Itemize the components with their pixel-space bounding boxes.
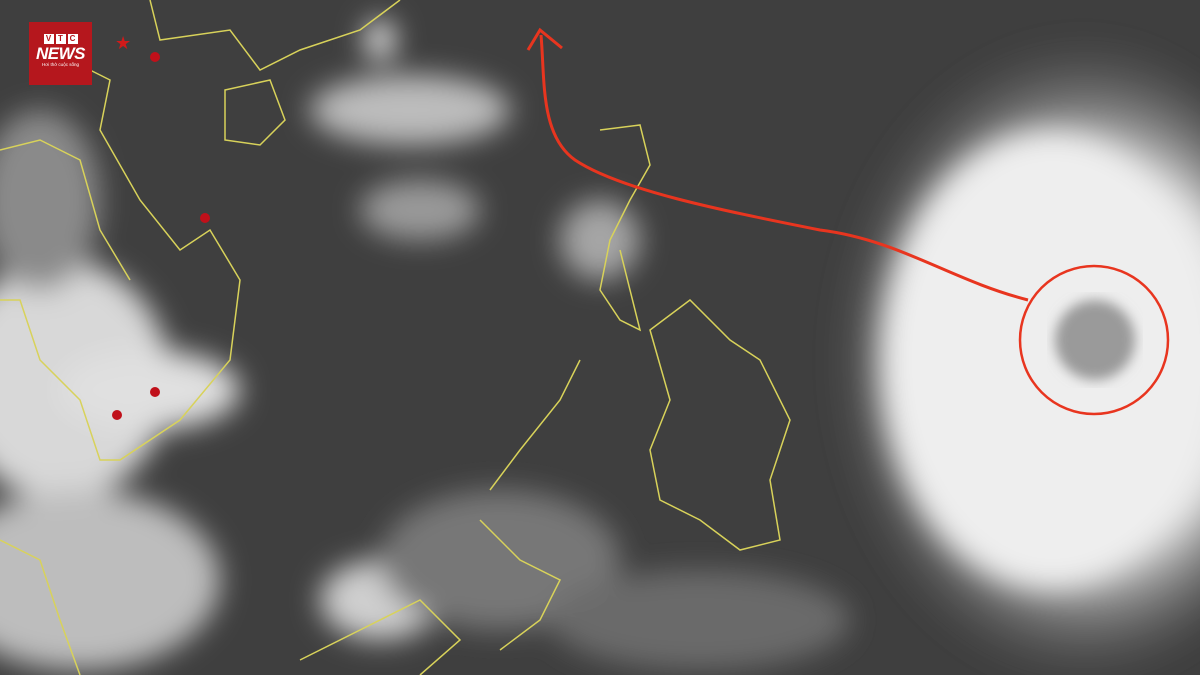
logo-slogan: Hơi thở cuộc sống xyxy=(42,62,79,67)
logo-letter: T xyxy=(55,34,66,44)
forecast-track xyxy=(526,27,1029,302)
city-markers xyxy=(112,52,210,420)
capital-star-icon: ★ xyxy=(115,33,131,53)
coastlines xyxy=(0,0,791,675)
cloud-cover xyxy=(0,20,1200,675)
logo-letter: C xyxy=(67,34,78,44)
arrow-head-icon xyxy=(526,27,563,51)
logo-news: NEWS xyxy=(36,44,86,63)
storm-center-circle xyxy=(1018,264,1170,416)
logo-letter: V xyxy=(43,34,54,44)
vtc-news-logo: V T C NEWS Hơi thở cuộc sống xyxy=(29,22,92,85)
